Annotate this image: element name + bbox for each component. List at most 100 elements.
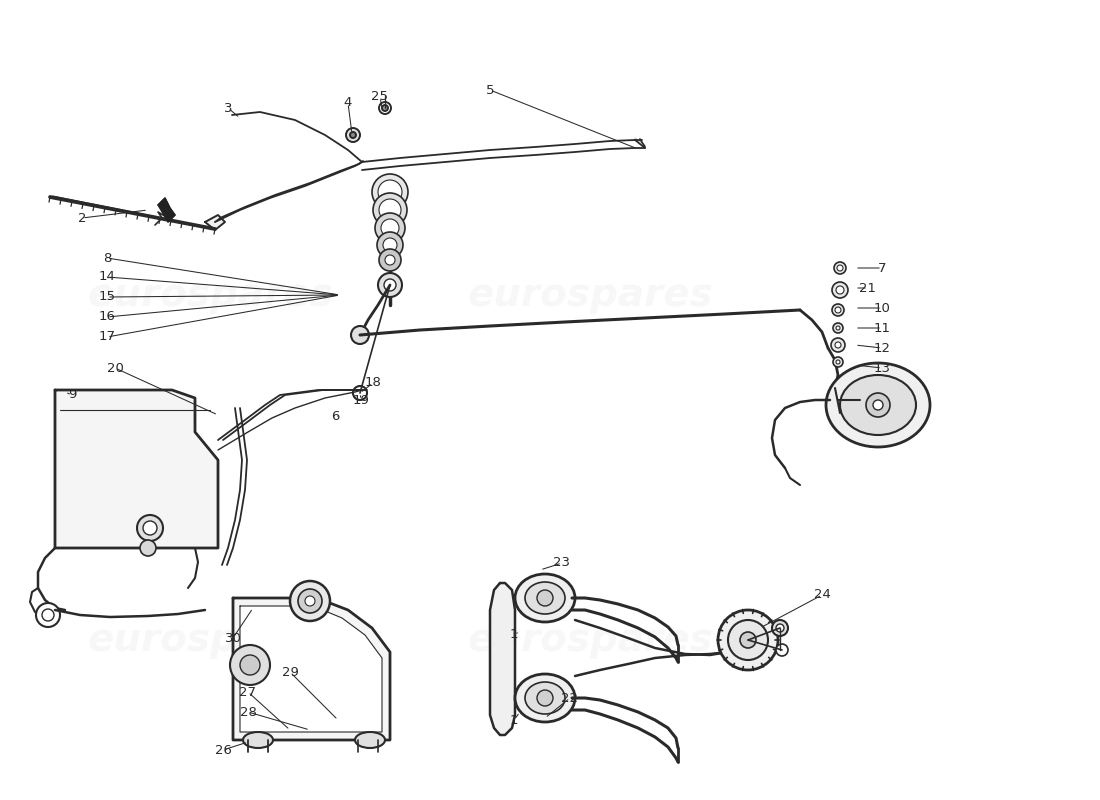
Ellipse shape: [840, 375, 916, 435]
Text: eurospares: eurospares: [87, 276, 333, 314]
Circle shape: [772, 620, 788, 636]
Circle shape: [835, 342, 842, 348]
Circle shape: [836, 326, 840, 330]
Circle shape: [728, 620, 768, 660]
Text: 16: 16: [99, 310, 116, 323]
Circle shape: [383, 238, 397, 252]
Polygon shape: [55, 390, 218, 548]
Circle shape: [140, 540, 156, 556]
Text: 2: 2: [78, 211, 86, 225]
Circle shape: [305, 596, 315, 606]
Circle shape: [384, 279, 396, 291]
Circle shape: [373, 193, 407, 227]
Circle shape: [836, 360, 840, 364]
Polygon shape: [635, 138, 645, 148]
Circle shape: [290, 581, 330, 621]
Text: 9: 9: [68, 389, 76, 402]
Circle shape: [866, 393, 890, 417]
Text: 17: 17: [99, 330, 116, 343]
Text: 1: 1: [509, 714, 518, 726]
Text: 21: 21: [859, 282, 877, 294]
Circle shape: [381, 219, 399, 237]
Text: 29: 29: [282, 666, 298, 678]
Circle shape: [832, 304, 844, 316]
Circle shape: [143, 521, 157, 535]
Circle shape: [833, 357, 843, 367]
Text: 23: 23: [553, 557, 571, 570]
Ellipse shape: [826, 363, 930, 447]
Circle shape: [776, 624, 784, 632]
Circle shape: [377, 232, 403, 258]
Text: eurospares: eurospares: [468, 276, 713, 314]
Circle shape: [138, 515, 163, 541]
Text: eurospares: eurospares: [468, 621, 713, 659]
Text: 8: 8: [102, 251, 111, 265]
Circle shape: [351, 326, 369, 344]
Circle shape: [740, 632, 756, 648]
Circle shape: [379, 102, 390, 114]
Text: 6: 6: [331, 410, 339, 423]
Circle shape: [835, 307, 842, 313]
Circle shape: [379, 199, 401, 221]
Circle shape: [537, 690, 553, 706]
Ellipse shape: [525, 682, 565, 714]
Circle shape: [230, 645, 270, 685]
Polygon shape: [205, 215, 225, 230]
Text: 4: 4: [344, 97, 352, 110]
Text: 10: 10: [873, 302, 890, 314]
Text: 3: 3: [223, 102, 232, 114]
Text: eurospares: eurospares: [87, 621, 333, 659]
Polygon shape: [158, 198, 175, 222]
Text: 28: 28: [240, 706, 256, 718]
Polygon shape: [233, 598, 390, 740]
Ellipse shape: [515, 674, 575, 722]
Circle shape: [834, 262, 846, 274]
Ellipse shape: [243, 732, 273, 748]
Circle shape: [42, 609, 54, 621]
Circle shape: [832, 282, 848, 298]
Text: 13: 13: [873, 362, 891, 374]
Text: 20: 20: [107, 362, 123, 374]
Circle shape: [718, 610, 778, 670]
Ellipse shape: [355, 732, 385, 748]
Circle shape: [537, 590, 553, 606]
Text: 24: 24: [814, 589, 830, 602]
Text: 26: 26: [214, 743, 231, 757]
Text: 14: 14: [99, 270, 116, 283]
Circle shape: [776, 644, 788, 656]
Circle shape: [385, 255, 395, 265]
Text: 18: 18: [364, 377, 382, 390]
Circle shape: [873, 400, 883, 410]
Circle shape: [378, 180, 402, 204]
Circle shape: [833, 323, 843, 333]
Text: 19: 19: [353, 394, 370, 406]
Circle shape: [240, 655, 260, 675]
Text: 15: 15: [99, 290, 116, 303]
Circle shape: [372, 174, 408, 210]
Circle shape: [298, 589, 322, 613]
Circle shape: [378, 273, 402, 297]
Circle shape: [375, 213, 405, 243]
Circle shape: [350, 132, 356, 138]
Circle shape: [382, 105, 388, 111]
Ellipse shape: [525, 582, 565, 614]
Circle shape: [36, 603, 60, 627]
Text: 22: 22: [561, 691, 579, 705]
Circle shape: [836, 286, 844, 294]
Circle shape: [346, 128, 360, 142]
Text: 1: 1: [509, 627, 518, 641]
Text: 11: 11: [873, 322, 891, 334]
Circle shape: [837, 265, 843, 271]
Ellipse shape: [515, 574, 575, 622]
Text: 7: 7: [878, 262, 887, 274]
Circle shape: [830, 338, 845, 352]
Text: 5: 5: [486, 83, 494, 97]
Polygon shape: [490, 583, 515, 735]
Text: 12: 12: [873, 342, 891, 354]
Text: 27: 27: [240, 686, 256, 698]
Text: 25: 25: [372, 90, 388, 103]
Polygon shape: [240, 606, 382, 732]
Text: 30: 30: [224, 631, 241, 645]
Circle shape: [353, 386, 367, 400]
Circle shape: [379, 249, 401, 271]
